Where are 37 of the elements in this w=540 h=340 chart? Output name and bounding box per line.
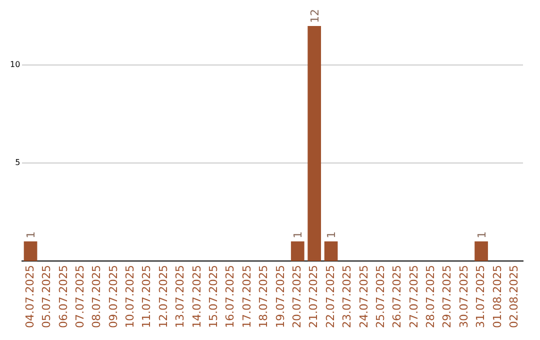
x-tick-label: 02.08.2025: [508, 265, 521, 328]
x-tick-label: 25.07.2025: [374, 265, 387, 328]
x-tick-label: 11.07.2025: [140, 265, 154, 328]
x-tick-label: 29.07.2025: [440, 265, 454, 328]
data-label: 12: [308, 9, 322, 23]
x-tick-label: 22.07.2025: [324, 265, 337, 328]
x-tick-label: 05.07.2025: [40, 265, 54, 328]
x-tick-label: 08.07.2025: [90, 265, 104, 328]
x-tick-label: 27.07.2025: [407, 265, 420, 328]
data-label: 1: [325, 231, 338, 238]
x-tick-label: 12.07.2025: [156, 265, 170, 328]
y-tick-label: 5: [15, 158, 20, 168]
x-tick-label: 30.07.2025: [457, 265, 470, 328]
x-tick-label: 13.07.2025: [174, 265, 187, 328]
data-label: 1: [24, 231, 38, 238]
x-tick-label: 17.07.2025: [240, 265, 254, 328]
x-tick-label: 01.08.2025: [490, 265, 504, 328]
x-tick-label: 24.07.2025: [357, 265, 370, 328]
x-tick-label: 20.07.2025: [290, 265, 304, 328]
x-tick-label: 19.07.2025: [274, 265, 287, 328]
x-tick-label: 07.07.2025: [73, 265, 86, 328]
x-tick-label: 14.07.2025: [190, 265, 204, 328]
x-tick-label: 15.07.2025: [207, 265, 220, 328]
x-tick-label: 31.07.2025: [474, 265, 488, 328]
x-tick-label: 18.07.2025: [257, 265, 270, 328]
data-label: 1: [475, 231, 488, 238]
x-tick-label: 06.07.2025: [56, 265, 70, 328]
x-tick-label: 10.07.2025: [124, 265, 137, 328]
data-label: 1: [292, 231, 305, 238]
x-tick-label: 04.07.2025: [23, 265, 36, 328]
x-tick-label: 16.07.2025: [224, 265, 237, 328]
x-tick-label: 28.07.2025: [424, 265, 438, 328]
x-tick-label: 21.07.2025: [307, 265, 320, 328]
x-tick-label: 09.07.2025: [106, 265, 120, 328]
x-tick-label: 26.07.2025: [390, 265, 404, 328]
x-tick-label: 23.07.2025: [340, 265, 354, 328]
y-tick-label: 10: [10, 60, 20, 70]
